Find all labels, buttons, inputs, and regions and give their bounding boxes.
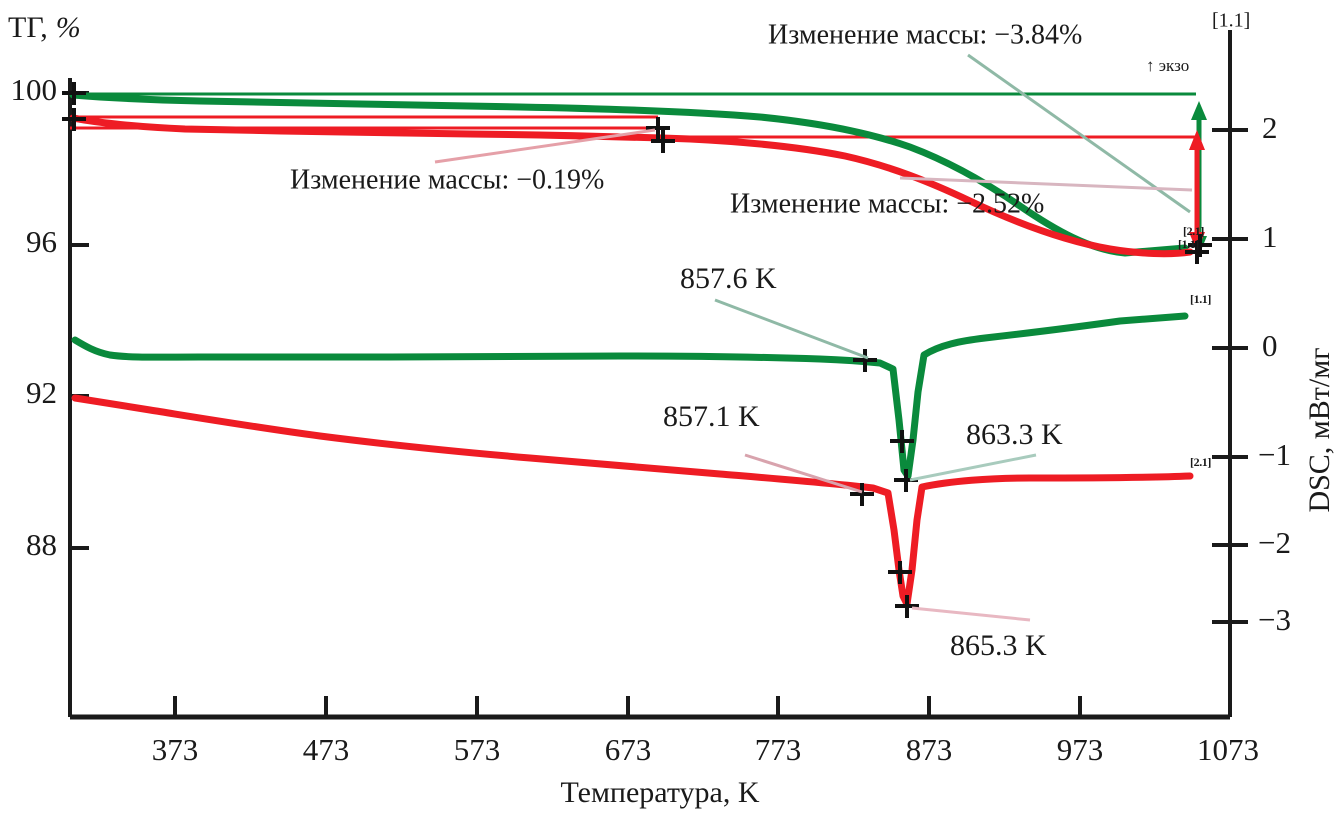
annotation-peak-865-3: 865.3 K	[950, 629, 1047, 662]
left-axis-tick-labels: 100 96 92 88	[11, 72, 58, 562]
leader-8653	[911, 606, 1031, 622]
xtick-label-373: 373	[152, 732, 199, 767]
right-axis-ticks	[1212, 128, 1248, 624]
xtick-label-673: 673	[605, 732, 652, 767]
leader-8571	[744, 453, 863, 494]
annotation-mass-change-384: Изменение массы: −3.84%	[768, 19, 1082, 50]
dsc-curve-red	[71, 394, 1194, 608]
ytick-label-96: 96	[26, 224, 57, 259]
leader-8576	[714, 298, 869, 360]
curve-tag-dsc-red: [2.1]	[1190, 455, 1211, 469]
right-axis-tick-labels: 2 1 0 −1 −2 −3	[1258, 110, 1291, 637]
leader-252	[899, 176, 1193, 192]
xtick-label-773: 773	[755, 732, 802, 767]
annotation-peak-857-1: 857.1 K	[663, 400, 760, 433]
curve-tag-tg-red: [2.1]	[1183, 224, 1204, 238]
ytick-label-100: 100	[11, 72, 58, 107]
y2tick-label-1: 1	[1262, 219, 1278, 254]
dsc-curve-green	[71, 312, 1189, 480]
curve-tag-dsc-green: [1.1]	[1190, 292, 1211, 306]
xtick-label-573: 573	[454, 732, 501, 767]
curve-tag-top: [1.1]	[1212, 10, 1250, 32]
leader-8633	[909, 453, 1037, 482]
crosshair-tg-end-red	[1188, 234, 1212, 257]
xtick-label-973: 973	[1057, 732, 1104, 767]
crosshair-tg-red-mid2	[651, 130, 675, 153]
y2tick-label-minus2: −2	[1258, 525, 1291, 560]
x-axis-title: Температура, K	[560, 776, 759, 809]
left-axis-ticks	[70, 91, 89, 550]
y2tick-label-minus3: −3	[1258, 602, 1291, 637]
y2tick-label-0: 0	[1262, 328, 1278, 363]
x-axis-tick-labels: 373 473 573 673 773 873 973 1073	[152, 732, 1259, 767]
crosshair-dsc-green-onset	[853, 349, 877, 372]
annotation-leader-lines	[434, 53, 1193, 622]
crosshair-dsc-red-onset	[850, 483, 874, 506]
tg-curve-green	[69, 91, 1189, 257]
y2tick-label-minus1: −1	[1258, 437, 1291, 472]
ytick-label-92: 92	[26, 375, 57, 410]
tg-baselines	[70, 92, 1196, 139]
curve-tag-tg-green: [1.1]	[1178, 237, 1199, 251]
ytick-label-88: 88	[26, 527, 57, 562]
xtick-label-1073: 1073	[1197, 732, 1259, 767]
leader-384	[967, 53, 1191, 214]
y2tick-label-2: 2	[1262, 110, 1278, 145]
crosshair-markers	[62, 82, 1212, 618]
crosshair-tg-green-start	[62, 82, 86, 105]
exo-direction-label: ↑ экзо	[1146, 56, 1189, 75]
right-axis-title: DSC, мВт/мг	[1303, 347, 1336, 512]
annotation-mass-change-252: Изменение массы: −2.52%	[730, 188, 1044, 219]
left-axis-title: ТГ,%	[8, 11, 81, 44]
annotation-peak-857-6: 857.6 K	[680, 262, 777, 295]
leader-019	[434, 128, 656, 164]
crosshair-tg-red-start	[62, 108, 86, 131]
crosshair-tg-red-mid	[646, 117, 670, 140]
annotation-peak-863-3: 863.3 K	[966, 418, 1063, 451]
x-axis-ticks	[173, 696, 1082, 717]
crosshair-dsc-green-mid	[890, 430, 914, 453]
crosshair-dsc-red-mid	[888, 561, 912, 584]
crosshair-dsc-red-peak	[895, 595, 919, 618]
xtick-label-473: 473	[303, 732, 350, 767]
annotation-mass-change-019: Изменение массы: −0.19%	[290, 164, 604, 195]
xtick-label-873: 873	[906, 732, 953, 767]
tg-curve-red	[69, 114, 1194, 258]
